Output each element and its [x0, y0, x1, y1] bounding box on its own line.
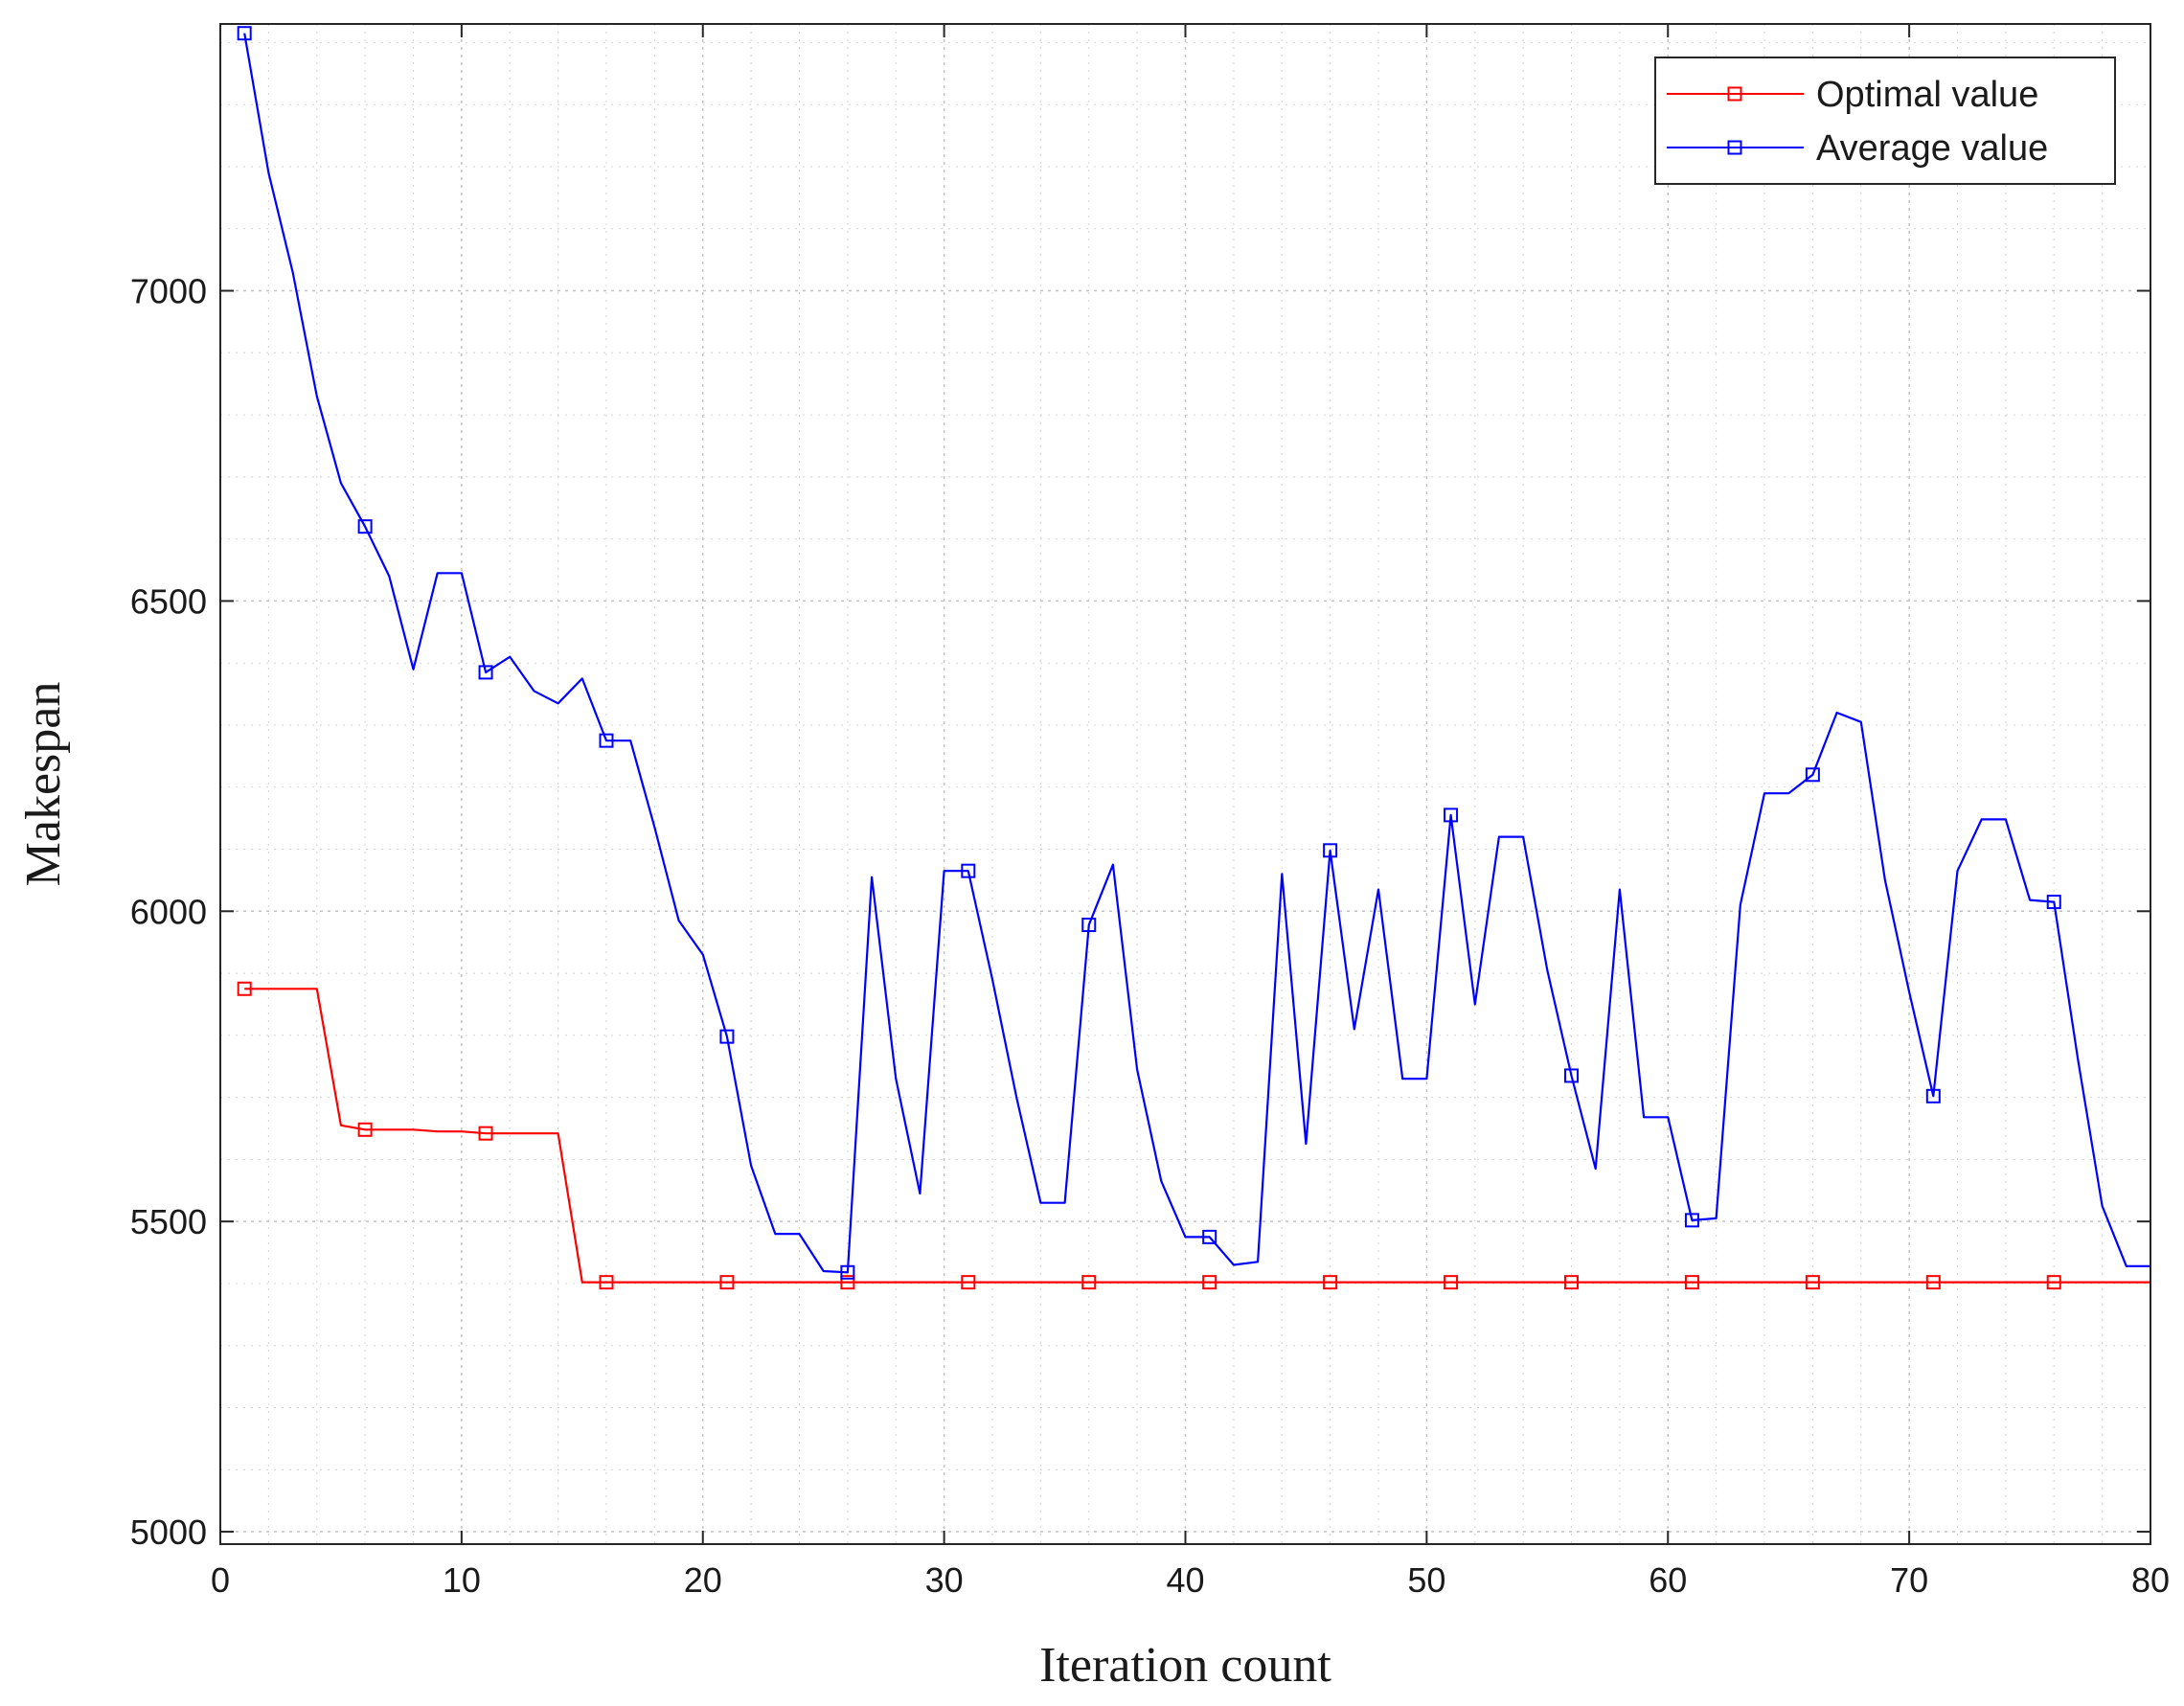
x-tick-label: 30	[925, 1560, 964, 1600]
data-point-average-value	[1081, 918, 1097, 933]
legend-marker-optimal	[1727, 86, 1742, 102]
data-point-average-value	[1564, 1068, 1579, 1083]
x-tick-label: 40	[1166, 1560, 1204, 1600]
data-point-optimal-value	[1323, 1275, 1338, 1290]
x-tick-label: 70	[1890, 1560, 1928, 1600]
data-point-average-value	[478, 665, 493, 680]
data-point-average-value	[1925, 1088, 1941, 1103]
x-tick-label: 60	[1649, 1560, 1687, 1600]
ticks: 0 10 20 30 40 50 60 70 80 5000 5500 6000 6500 7000	[130, 24, 2170, 1600]
x-tick-label: 80	[2131, 1560, 2170, 1600]
data-point-average-value	[1684, 1213, 1699, 1228]
data-point-average-value	[1202, 1229, 1217, 1244]
legend-label-average: Average value	[1816, 128, 2048, 169]
data-point-average-value	[1323, 843, 1338, 858]
y-tick-label: 5500	[130, 1202, 207, 1241]
data-point-average-value	[357, 519, 373, 535]
data-point-average-value	[961, 863, 976, 878]
data-point-average-value	[1805, 767, 1820, 783]
x-tick-label: 0	[211, 1560, 230, 1600]
x-tick-label: 50	[1407, 1560, 1445, 1600]
series-layer	[237, 26, 2150, 1290]
data-point-optimal-value	[357, 1122, 373, 1137]
legend-marker-average	[1727, 140, 1742, 155]
data-point-optimal-value	[599, 1275, 614, 1290]
data-point-optimal-value	[1081, 1275, 1097, 1290]
data-point-optimal-value	[961, 1275, 976, 1290]
series-line-average-value	[243, 33, 2150, 1274]
data-point-average-value	[719, 1029, 735, 1044]
data-point-average-value	[2046, 895, 2061, 910]
data-point-optimal-value	[478, 1126, 493, 1141]
grid	[219, 24, 2151, 1544]
x-axis-title: Iteration count	[1039, 1638, 1331, 1693]
data-point-optimal-value	[1564, 1275, 1579, 1290]
data-point-optimal-value	[840, 1275, 855, 1290]
data-point-optimal-value	[1444, 1275, 1459, 1290]
data-point-optimal-value	[719, 1275, 735, 1290]
data-point-optimal-value	[1202, 1275, 1217, 1290]
y-tick-label: 6500	[130, 581, 207, 621]
x-tick-label: 20	[684, 1560, 722, 1600]
data-point-optimal-value	[2046, 1275, 2061, 1290]
data-point-average-value	[840, 1264, 855, 1280]
y-tick-label: 5000	[130, 1513, 207, 1552]
y-tick-label: 6000	[130, 892, 207, 931]
data-point-optimal-value	[1684, 1275, 1699, 1290]
legend: Optimal value Average value	[1654, 57, 2116, 185]
x-tick-label: 10	[443, 1560, 481, 1600]
y-axis-title: Makespan	[16, 682, 71, 887]
data-point-optimal-value	[1925, 1275, 1941, 1290]
series-line-optimal-value	[244, 988, 2150, 1284]
legend-box	[1654, 57, 2116, 185]
legend-label-optimal: Optimal value	[1816, 75, 2038, 115]
data-point-average-value	[1444, 808, 1459, 823]
data-point-optimal-value	[237, 981, 252, 996]
data-point-average-value	[599, 733, 614, 748]
data-point-average-value	[237, 26, 252, 41]
data-point-optimal-value	[1805, 1275, 1820, 1290]
y-tick-label: 7000	[130, 272, 207, 311]
